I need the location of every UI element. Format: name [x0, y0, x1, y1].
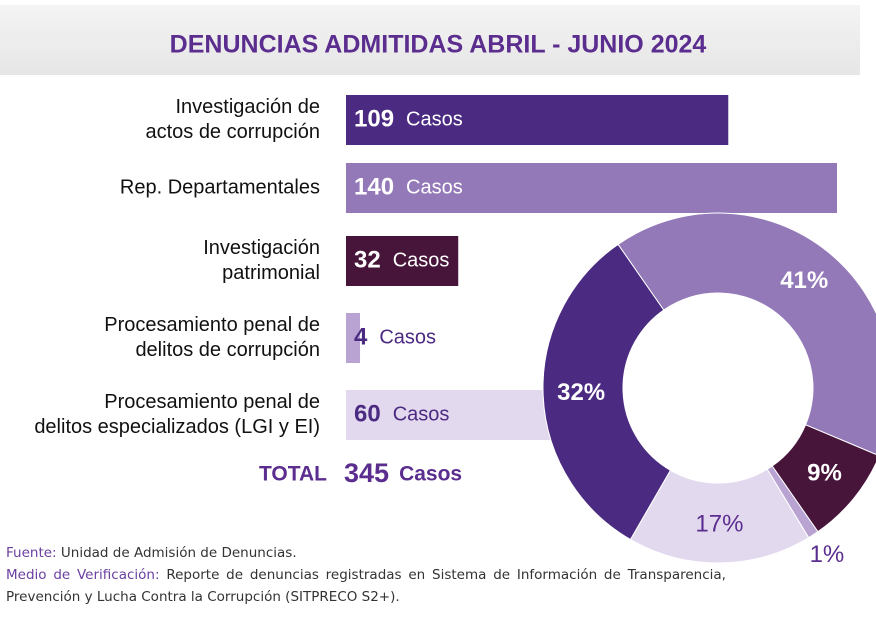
category-label: Rep. Departamentales — [120, 176, 320, 198]
donut-segment — [629, 468, 810, 564]
total-label: TOTAL — [259, 463, 327, 486]
category-label: Investigación de — [175, 96, 320, 118]
bar-unit: Casos — [406, 108, 463, 130]
bar-unit: Casos — [406, 176, 463, 198]
source-label: Fuente: — [6, 545, 57, 561]
donut-label: 1% — [810, 541, 845, 568]
category-label: Procesamiento penal de — [104, 391, 320, 413]
donut-label: 41% — [780, 267, 828, 294]
donut-label: 32% — [557, 379, 605, 406]
category-label: Investigación — [203, 237, 320, 259]
bar — [346, 390, 557, 440]
bar-unit: Casos — [393, 403, 450, 425]
category-label: patrimonial — [222, 262, 320, 284]
donut-label: 17% — [695, 510, 743, 537]
verification: Medio de Verificación: Reporte de denunc… — [6, 564, 726, 608]
verification-label: Medio de Verificación: — [6, 567, 160, 583]
title-banner — [0, 5, 860, 75]
total-value: 345 — [344, 458, 389, 488]
bar-value: 140 — [354, 173, 394, 200]
bar — [346, 95, 729, 145]
source-text: Unidad de Admisión de Denuncias. — [60, 545, 297, 561]
donut-label: 9% — [807, 460, 842, 487]
bar-value: 4 — [354, 323, 368, 350]
category-label: Procesamiento penal de — [104, 314, 320, 336]
bar-value: 32 — [354, 246, 381, 273]
total-unit: Casos — [399, 463, 462, 486]
bar-unit: Casos — [393, 249, 450, 271]
bar-value: 109 — [354, 105, 394, 132]
source: Fuente: Unidad de Admisión de Denuncias. — [6, 542, 726, 564]
bar — [346, 313, 361, 363]
bar-unit: Casos — [379, 326, 436, 348]
category-label: actos de corrupción — [145, 121, 320, 143]
footer: Fuente: Unidad de Admisión de Denuncias.… — [6, 542, 726, 608]
bar — [346, 236, 459, 286]
category-label: delitos de corrupción — [135, 339, 320, 361]
bar-value: 60 — [354, 400, 381, 427]
bar — [346, 163, 837, 213]
verification-text: Reporte de denuncias registradas en Sist… — [6, 567, 726, 605]
donut-segment — [542, 243, 672, 541]
category-label: delitos especializados (LGI y EI) — [34, 416, 320, 438]
donut-segment — [617, 212, 876, 455]
chart-title: DENUNCIAS ADMITIDAS ABRIL - JUNIO 2024 — [170, 31, 707, 59]
